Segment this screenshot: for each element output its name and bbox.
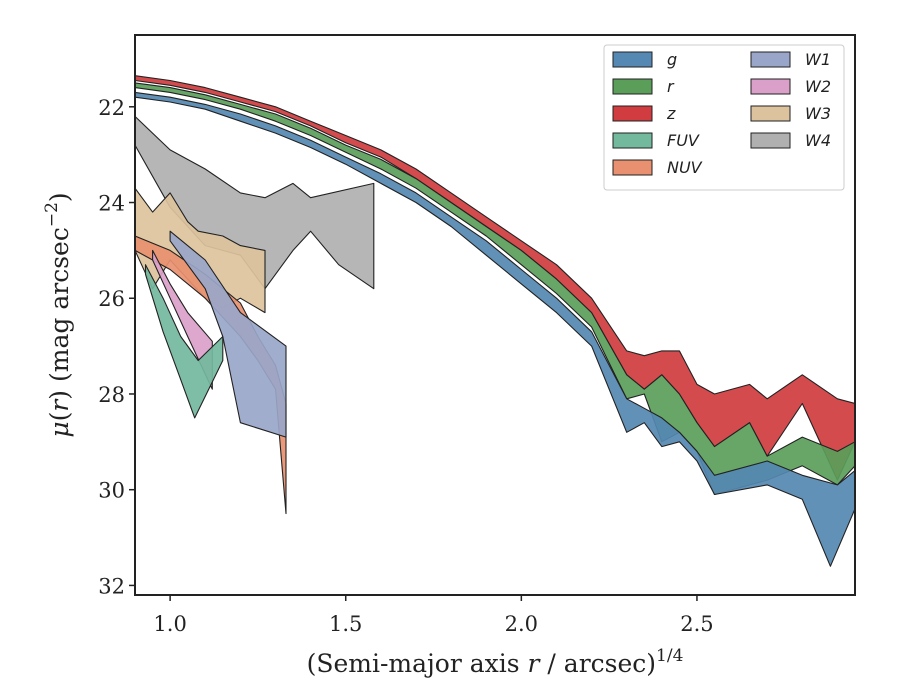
band-r [135, 82, 855, 496]
legend-swatch-FUV [612, 132, 653, 149]
legend-swatch-g [612, 51, 653, 68]
y-tick-label: 22 [98, 96, 125, 120]
x-axis-title: (Semi-major axis r / arcsec)1/4 [307, 646, 684, 678]
legend-swatch-W1 [750, 51, 791, 68]
legend-label-NUV: NUV [667, 158, 703, 177]
legend-swatch-r [612, 78, 653, 95]
legend-swatch-NUV [612, 159, 653, 176]
legend-label-W3: W3 [805, 104, 831, 123]
legend-swatch-W3 [750, 105, 791, 122]
y-axis-title: μ(r) (mag arcsec−2) [42, 192, 74, 437]
legend-label-W4: W4 [805, 131, 831, 150]
x-tick-label: 2.5 [680, 612, 713, 636]
y-axis-title-unit: (mag arcsec [45, 227, 74, 390]
y-tick-label: 30 [98, 479, 125, 503]
y-axis-title-end: ) [45, 192, 74, 202]
y-axis-title-close: ) [45, 390, 74, 400]
legend-label-r: r [667, 77, 675, 96]
band-W2 [152, 249, 213, 390]
x-axis-title-prefix: (Semi-major axis [307, 649, 528, 678]
band-W1 [169, 230, 287, 438]
legend-swatch-z [612, 105, 653, 122]
band-z [135, 75, 855, 481]
y-tick-label: 32 [98, 574, 125, 598]
legend-swatch-W4 [750, 132, 791, 149]
x-tick-label: 2.0 [505, 612, 538, 636]
y-axis-title-sup: −2 [42, 202, 62, 227]
legend-label-W1: W1 [805, 50, 831, 69]
axis-ticks: 1.0 1.5 2.0 2.5 22 24 26 28 30 32 [98, 96, 713, 636]
x-tick-label: 1.5 [329, 612, 362, 636]
band-FUV [144, 264, 224, 419]
legend-label-g: g [667, 50, 677, 69]
legend-label-FUV: FUV [667, 131, 700, 150]
y-tick-label: 28 [98, 383, 125, 407]
x-axis-title-sup: 1/4 [656, 646, 683, 666]
legend-label-z: z [666, 104, 676, 123]
y-tick-label: 24 [98, 192, 125, 216]
plot-frame [134, 34, 856, 596]
x-axis-title-var: r [528, 649, 542, 678]
band-g [135, 91, 855, 567]
band-W3 [135, 187, 266, 314]
legend-label-W2: W2 [805, 77, 831, 96]
x-axis-title-mid: / arcsec) [539, 649, 656, 678]
plot-area [135, 75, 855, 567]
x-tick-label: 1.0 [153, 612, 186, 636]
y-axis-title-open: ( [45, 412, 74, 422]
legend: grz FUV NUV W1 W2 W3 W4 [603, 44, 845, 191]
y-axis-title-var: r [45, 398, 74, 412]
legend-swatch-W2 [750, 78, 791, 95]
y-tick-label: 26 [98, 287, 125, 311]
y-axis-title-mu: μ [45, 421, 74, 437]
